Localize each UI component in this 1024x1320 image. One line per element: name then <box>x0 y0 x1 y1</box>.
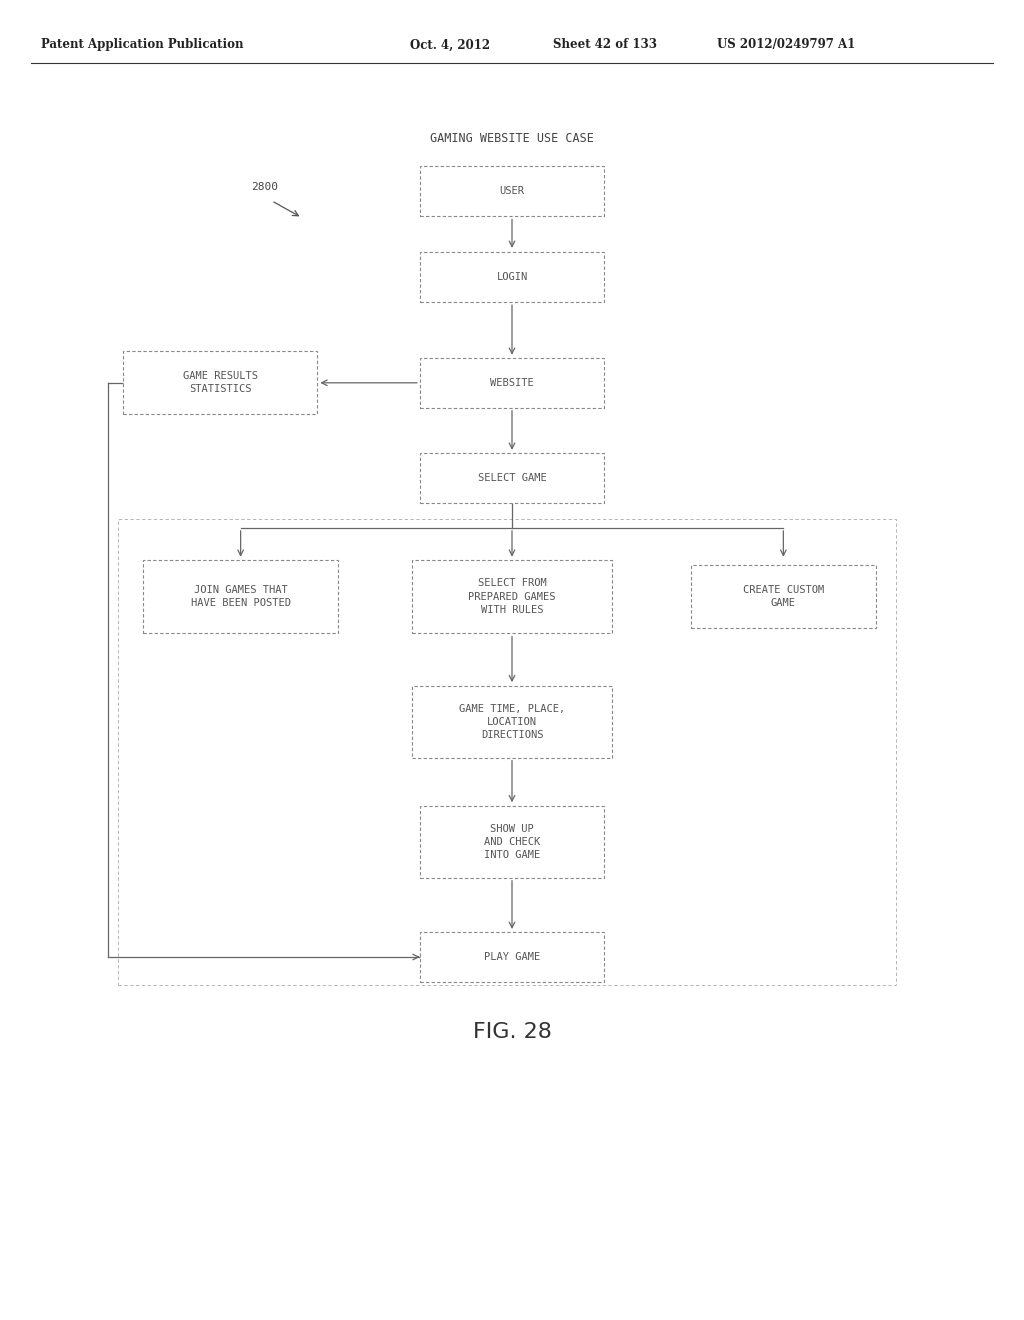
Text: Oct. 4, 2012: Oct. 4, 2012 <box>410 38 489 51</box>
Text: US 2012/0249797 A1: US 2012/0249797 A1 <box>717 38 855 51</box>
FancyBboxPatch shape <box>420 358 604 408</box>
Text: SHOW UP
AND CHECK
INTO GAME: SHOW UP AND CHECK INTO GAME <box>484 824 540 861</box>
Text: FIG. 28: FIG. 28 <box>472 1022 552 1043</box>
FancyBboxPatch shape <box>691 565 876 628</box>
Text: GAME RESULTS
STATISTICS: GAME RESULTS STATISTICS <box>182 371 258 395</box>
FancyBboxPatch shape <box>420 805 604 879</box>
FancyBboxPatch shape <box>143 560 338 632</box>
Text: CREATE CUSTOM
GAME: CREATE CUSTOM GAME <box>742 585 824 609</box>
Text: SELECT GAME: SELECT GAME <box>477 473 547 483</box>
FancyBboxPatch shape <box>420 932 604 982</box>
FancyBboxPatch shape <box>420 252 604 302</box>
Text: WEBSITE: WEBSITE <box>490 378 534 388</box>
Text: PLAY GAME: PLAY GAME <box>484 952 540 962</box>
Text: 2800: 2800 <box>251 182 278 193</box>
FancyBboxPatch shape <box>420 166 604 216</box>
FancyBboxPatch shape <box>420 453 604 503</box>
FancyBboxPatch shape <box>123 351 317 414</box>
Text: GAMING WEBSITE USE CASE: GAMING WEBSITE USE CASE <box>430 132 594 145</box>
Text: USER: USER <box>500 186 524 197</box>
FancyBboxPatch shape <box>412 560 611 632</box>
Text: JOIN GAMES THAT
HAVE BEEN POSTED: JOIN GAMES THAT HAVE BEEN POSTED <box>190 585 291 609</box>
Text: SELECT FROM
PREPARED GAMES
WITH RULES: SELECT FROM PREPARED GAMES WITH RULES <box>468 578 556 615</box>
FancyBboxPatch shape <box>412 686 611 758</box>
Text: GAME TIME, PLACE,
LOCATION
DIRECTIONS: GAME TIME, PLACE, LOCATION DIRECTIONS <box>459 704 565 741</box>
Text: LOGIN: LOGIN <box>497 272 527 282</box>
Text: Patent Application Publication: Patent Application Publication <box>41 38 244 51</box>
Text: Sheet 42 of 133: Sheet 42 of 133 <box>553 38 657 51</box>
